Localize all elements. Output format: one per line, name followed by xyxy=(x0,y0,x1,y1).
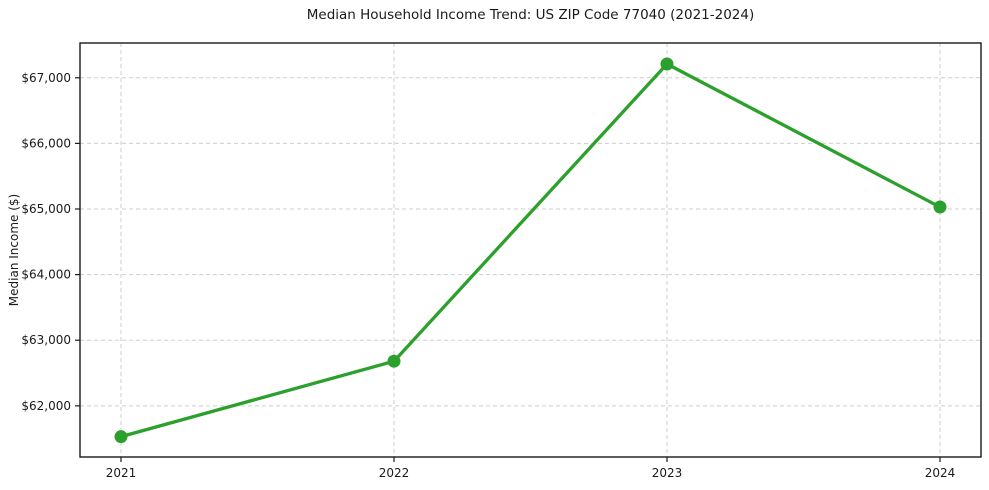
x-tick-label: 2023 xyxy=(652,466,683,480)
y-tick-label: $65,000 xyxy=(21,202,71,216)
data-point-marker xyxy=(387,354,401,368)
plot-border xyxy=(79,42,982,458)
data-point-marker xyxy=(933,200,947,214)
y-tick-label: $63,000 xyxy=(21,333,71,347)
data-point-marker xyxy=(660,57,674,71)
x-tick-label: 2024 xyxy=(925,466,956,480)
y-tick-label: $62,000 xyxy=(21,399,71,413)
data-line xyxy=(119,62,942,439)
x-tick-label: 2022 xyxy=(379,466,410,480)
y-tick-label: $67,000 xyxy=(21,71,71,85)
y-tick-label: $64,000 xyxy=(21,268,71,282)
data-point-marker xyxy=(114,430,128,444)
chart-title: Median Household Income Trend: US ZIP Co… xyxy=(306,7,755,23)
x-tick-label: 2021 xyxy=(106,466,137,480)
y-tick-label: $66,000 xyxy=(21,136,71,150)
